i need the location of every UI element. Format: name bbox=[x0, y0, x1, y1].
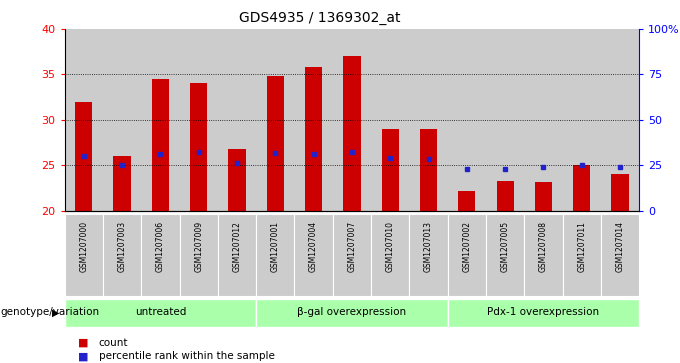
Text: ■: ■ bbox=[78, 338, 88, 348]
Text: GSM1207009: GSM1207009 bbox=[194, 221, 203, 272]
Text: β-gal overexpression: β-gal overexpression bbox=[297, 307, 407, 318]
Text: GSM1207012: GSM1207012 bbox=[233, 221, 241, 272]
Bar bbox=[256, 299, 447, 327]
Bar bbox=[496, 180, 514, 211]
Bar bbox=[447, 299, 639, 327]
Bar bbox=[180, 29, 218, 211]
Bar bbox=[141, 214, 180, 296]
Bar bbox=[343, 56, 360, 211]
Text: ▶: ▶ bbox=[52, 307, 59, 318]
Text: GSM1207003: GSM1207003 bbox=[118, 221, 126, 272]
Bar bbox=[305, 67, 322, 211]
Bar bbox=[228, 149, 245, 211]
Text: untreated: untreated bbox=[135, 307, 186, 318]
Bar bbox=[409, 214, 447, 296]
Bar bbox=[141, 29, 180, 211]
Bar bbox=[256, 29, 294, 211]
Bar bbox=[371, 214, 409, 296]
Text: GSM1207005: GSM1207005 bbox=[500, 221, 509, 272]
Text: Pdx-1 overexpression: Pdx-1 overexpression bbox=[488, 307, 600, 318]
Bar bbox=[103, 214, 141, 296]
Text: GSM1207008: GSM1207008 bbox=[539, 221, 548, 272]
Text: GSM1207011: GSM1207011 bbox=[577, 221, 586, 272]
Text: genotype/variation: genotype/variation bbox=[1, 307, 100, 318]
Bar bbox=[486, 214, 524, 296]
Text: GSM1207014: GSM1207014 bbox=[615, 221, 624, 272]
Bar bbox=[75, 102, 92, 211]
Bar bbox=[152, 79, 169, 211]
Text: GSM1207002: GSM1207002 bbox=[462, 221, 471, 272]
Bar bbox=[180, 214, 218, 296]
Bar bbox=[420, 129, 437, 211]
Bar bbox=[409, 29, 447, 211]
Text: percentile rank within the sample: percentile rank within the sample bbox=[99, 351, 275, 362]
Bar bbox=[524, 214, 562, 296]
Bar bbox=[524, 29, 562, 211]
Text: GSM1207013: GSM1207013 bbox=[424, 221, 433, 272]
Bar bbox=[218, 29, 256, 211]
Bar bbox=[601, 29, 639, 211]
Text: GDS4935 / 1369302_at: GDS4935 / 1369302_at bbox=[239, 11, 401, 25]
Text: GSM1207004: GSM1207004 bbox=[309, 221, 318, 272]
Bar bbox=[534, 182, 552, 211]
Text: count: count bbox=[99, 338, 128, 348]
Bar bbox=[218, 214, 256, 296]
Bar bbox=[381, 129, 399, 211]
Bar bbox=[114, 156, 131, 211]
Bar bbox=[65, 214, 103, 296]
Bar bbox=[562, 29, 601, 211]
Bar bbox=[65, 29, 103, 211]
Bar bbox=[486, 29, 524, 211]
Bar bbox=[294, 214, 333, 296]
Bar bbox=[256, 214, 294, 296]
Bar bbox=[190, 83, 207, 211]
Text: GSM1207000: GSM1207000 bbox=[80, 221, 88, 272]
Text: GSM1207010: GSM1207010 bbox=[386, 221, 394, 272]
Bar bbox=[611, 174, 629, 211]
Bar bbox=[333, 214, 371, 296]
Bar bbox=[573, 165, 590, 211]
Bar bbox=[458, 191, 475, 211]
Bar bbox=[447, 29, 486, 211]
Bar bbox=[562, 214, 601, 296]
Text: GSM1207006: GSM1207006 bbox=[156, 221, 165, 272]
Bar bbox=[333, 29, 371, 211]
Bar bbox=[447, 214, 486, 296]
Text: GSM1207001: GSM1207001 bbox=[271, 221, 279, 272]
Text: GSM1207007: GSM1207007 bbox=[347, 221, 356, 272]
Bar bbox=[601, 214, 639, 296]
Bar bbox=[65, 299, 256, 327]
Bar bbox=[371, 29, 409, 211]
Text: ■: ■ bbox=[78, 351, 88, 362]
Bar bbox=[294, 29, 333, 211]
Bar bbox=[103, 29, 141, 211]
Bar bbox=[267, 76, 284, 211]
